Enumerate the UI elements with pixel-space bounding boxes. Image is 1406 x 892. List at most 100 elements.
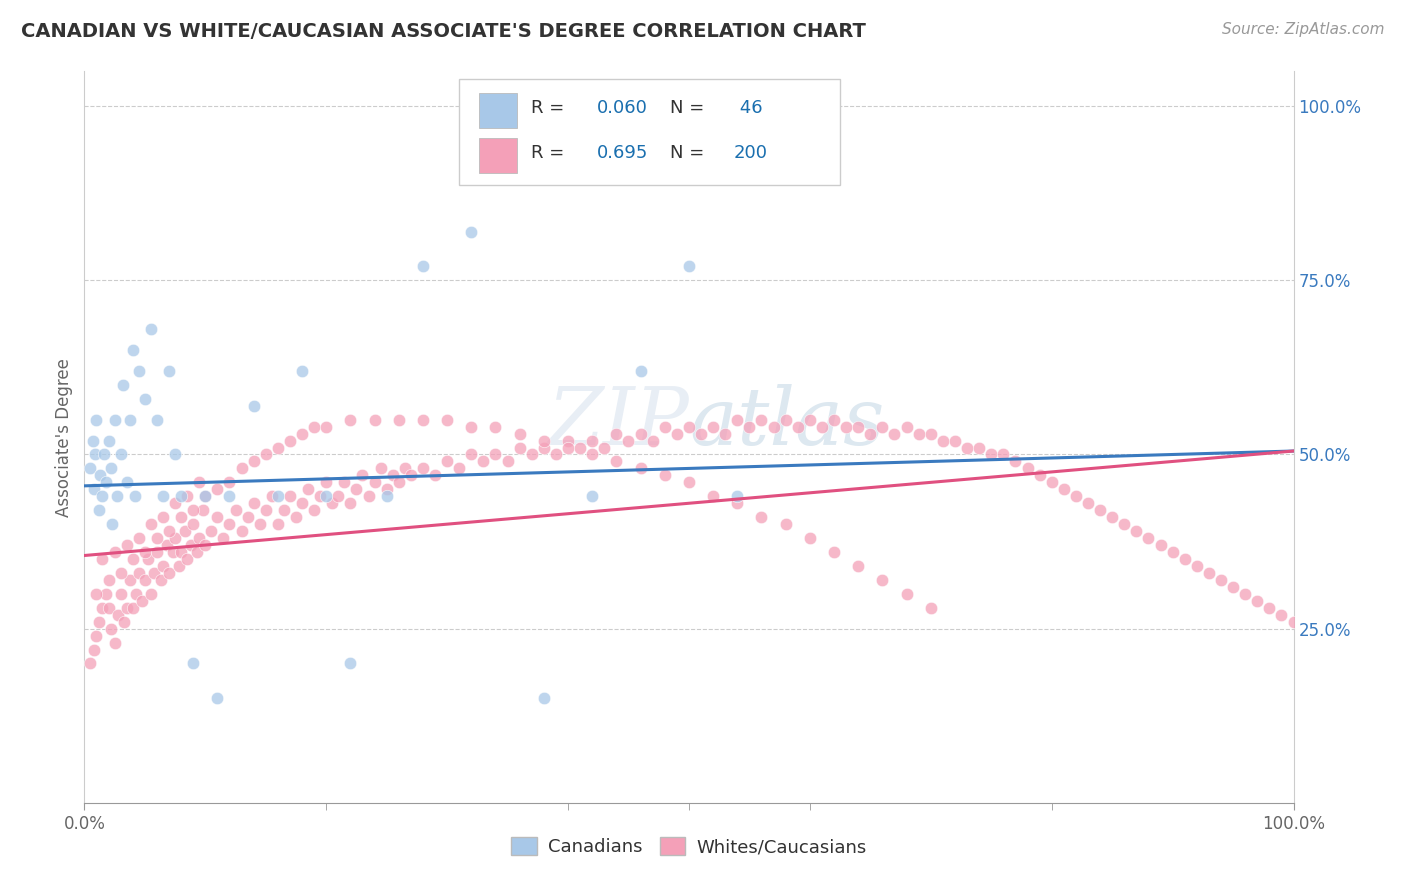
Point xyxy=(859,426,882,441)
Point xyxy=(375,489,398,503)
Point xyxy=(94,475,117,490)
Point xyxy=(139,587,162,601)
Point xyxy=(339,496,361,510)
Point xyxy=(212,531,235,545)
Point xyxy=(388,412,411,426)
Text: 0.695: 0.695 xyxy=(598,145,648,162)
Point xyxy=(702,489,724,503)
Point xyxy=(176,552,198,566)
Point xyxy=(896,587,918,601)
Point xyxy=(181,517,204,532)
Point xyxy=(207,483,229,497)
Point xyxy=(100,622,122,636)
Point xyxy=(254,503,277,517)
Point xyxy=(654,419,676,434)
Point xyxy=(678,419,700,434)
Point xyxy=(375,483,398,497)
Point xyxy=(291,364,314,378)
Point xyxy=(207,691,229,706)
Point xyxy=(1064,489,1087,503)
Point xyxy=(120,412,142,426)
Point xyxy=(173,524,195,538)
Point xyxy=(94,587,117,601)
Point xyxy=(162,545,184,559)
Point xyxy=(149,573,172,587)
Point xyxy=(496,454,519,468)
Point xyxy=(110,448,132,462)
Point xyxy=(665,426,688,441)
Point xyxy=(155,538,177,552)
Point xyxy=(200,524,222,538)
Point xyxy=(569,441,592,455)
Point xyxy=(799,531,821,545)
Point xyxy=(115,600,138,615)
Point xyxy=(762,419,785,434)
Point xyxy=(249,517,271,532)
Point xyxy=(186,545,208,559)
Point xyxy=(412,260,434,274)
Point xyxy=(309,489,332,503)
Text: Source: ZipAtlas.com: Source: ZipAtlas.com xyxy=(1222,22,1385,37)
Point xyxy=(412,412,434,426)
Point xyxy=(91,600,114,615)
Point xyxy=(460,448,482,462)
Point xyxy=(315,419,337,434)
Point xyxy=(557,441,579,455)
Point xyxy=(100,461,122,475)
Point xyxy=(194,489,217,503)
Point xyxy=(115,538,138,552)
Text: atlas: atlas xyxy=(689,384,884,461)
Point xyxy=(1209,573,1232,587)
Point xyxy=(605,454,627,468)
Point xyxy=(725,412,748,426)
Point xyxy=(1234,587,1257,601)
Text: 0.060: 0.060 xyxy=(598,99,648,117)
Point xyxy=(104,412,127,426)
Point xyxy=(128,566,150,580)
Point xyxy=(124,489,146,503)
Point xyxy=(134,573,156,587)
Point xyxy=(1198,566,1220,580)
Point xyxy=(544,448,567,462)
Point xyxy=(105,489,128,503)
Point xyxy=(533,441,555,455)
Point xyxy=(993,448,1015,462)
Point xyxy=(157,524,180,538)
Point xyxy=(101,517,124,532)
Point xyxy=(1114,517,1136,532)
Point xyxy=(751,412,773,426)
Point xyxy=(93,448,115,462)
Point xyxy=(617,434,640,448)
Point xyxy=(278,489,301,503)
Point xyxy=(273,503,295,517)
Point xyxy=(138,552,160,566)
Point xyxy=(593,441,616,455)
Point xyxy=(131,594,153,608)
Point xyxy=(84,448,107,462)
Point xyxy=(1040,475,1063,490)
Point xyxy=(170,545,193,559)
Point xyxy=(97,600,120,615)
Text: N =: N = xyxy=(669,145,710,162)
Point xyxy=(557,434,579,448)
Point xyxy=(509,426,531,441)
Point xyxy=(449,461,471,475)
Text: CANADIAN VS WHITE/CAUCASIAN ASSOCIATE'S DEGREE CORRELATION CHART: CANADIAN VS WHITE/CAUCASIAN ASSOCIATE'S … xyxy=(21,22,866,41)
Point xyxy=(896,419,918,434)
Point xyxy=(231,524,253,538)
Point xyxy=(97,573,120,587)
Point xyxy=(225,503,247,517)
Point xyxy=(134,392,156,406)
Point xyxy=(121,343,143,357)
Point xyxy=(920,600,942,615)
Point xyxy=(690,426,713,441)
Point xyxy=(321,496,343,510)
Point xyxy=(1137,531,1160,545)
Point xyxy=(139,517,162,532)
Point xyxy=(167,558,190,573)
Point xyxy=(872,573,894,587)
Point xyxy=(920,426,942,441)
Point xyxy=(143,566,166,580)
Point xyxy=(236,510,259,524)
Point xyxy=(381,468,404,483)
